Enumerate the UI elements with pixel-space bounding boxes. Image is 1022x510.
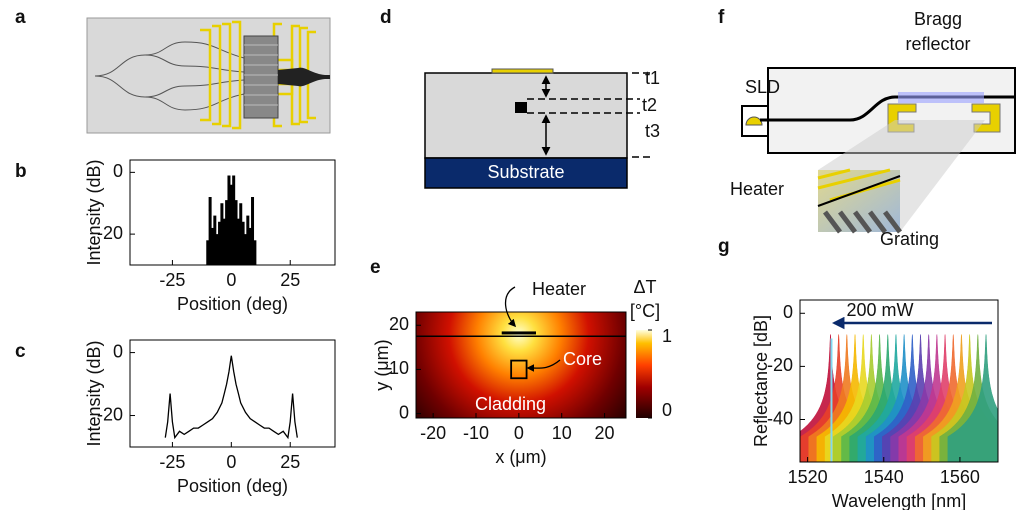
- panel-label: b: [15, 161, 27, 182]
- reflector-label: Bragg: [914, 9, 962, 29]
- x-tick-label: 0: [514, 423, 524, 443]
- colorbar-label: ΔT: [633, 277, 656, 297]
- x-tick-label: -25: [159, 452, 185, 472]
- y-axis-label: Intensity (dB): [84, 159, 104, 265]
- colorbar-tick-label: 1: [662, 326, 672, 346]
- heater-arrow: [504, 286, 517, 328]
- y-tick-label: 20: [389, 314, 409, 334]
- x-tick-label: -20: [420, 423, 446, 443]
- heater-label: Heater: [730, 179, 784, 199]
- reflector-label: reflector: [905, 34, 970, 54]
- heater-label: Heater: [532, 279, 586, 299]
- colorbar: [636, 330, 652, 418]
- panel-label: d: [380, 7, 392, 28]
- y-tick-label: 10: [389, 358, 409, 378]
- y-tick-label: 0: [113, 341, 123, 361]
- x-tick-label: 1520: [788, 467, 828, 487]
- cladding-label: Cladding: [475, 394, 546, 414]
- chart-spectra: 200 mW 1520 1540 1560 0 -20 -40 Wavelength [nm]…: [751, 299, 999, 510]
- panel-label: g: [718, 236, 730, 257]
- colorbar-tick-label: 0: [662, 400, 672, 420]
- x-tick-label: 20: [595, 423, 615, 443]
- reflection-peak: [947, 334, 998, 462]
- x-tick-label: 0: [226, 270, 236, 290]
- y-axis-label: y (μm): [372, 339, 392, 390]
- heatmap-field: [416, 312, 626, 418]
- x-tick-label: -25: [159, 270, 185, 290]
- plot-frame: [129, 339, 336, 448]
- heater: [501, 331, 536, 335]
- x-tick-label: 1540: [864, 467, 904, 487]
- device-diagram: SLD Bragg reflector Heater Grating: [730, 9, 1016, 249]
- line: [164, 355, 298, 440]
- heatmap: [416, 312, 626, 418]
- x-tick-label: 0: [226, 452, 236, 472]
- y-tick-label: -20: [97, 404, 123, 424]
- plot-frame: [129, 159, 336, 266]
- x-tick-label: -10: [463, 423, 489, 443]
- chip-diagram: [86, 17, 331, 134]
- x-tick-label: 10: [552, 423, 572, 443]
- thickness-label: t2: [642, 95, 657, 115]
- core-label: Core: [563, 349, 602, 369]
- y-tick-label: 0: [783, 302, 793, 322]
- chart-line: -25 0 25 0 -20 Position (deg) Intensity (dB): [84, 339, 336, 496]
- colorbar-label: [°C]: [630, 301, 660, 321]
- panel-label: a: [15, 7, 26, 28]
- x-tick-label: 25: [280, 270, 300, 290]
- plot-frame: [799, 299, 999, 463]
- panel-label: f: [718, 7, 725, 28]
- x-axis-label: Position (deg): [177, 476, 288, 496]
- x-tick-label: 25: [280, 452, 300, 472]
- x-axis-label: Wavelength [nm]: [832, 491, 966, 510]
- chart-stem: -25 0 25 0 -20 Position (deg) Intensity (dB): [84, 159, 336, 314]
- y-tick-label: -40: [767, 408, 793, 428]
- y-tick-label: -20: [97, 223, 123, 243]
- y-tick-label: 0: [113, 161, 123, 181]
- y-axis-label: Intensity (dB): [84, 340, 104, 446]
- panel-label: c: [15, 341, 26, 362]
- y-axis-label: Reflectance [dB]: [751, 315, 771, 447]
- thickness-label: t3: [645, 121, 660, 141]
- thickness-label: t1: [645, 68, 660, 88]
- y-tick-label: 0: [399, 402, 409, 422]
- spectra: [800, 334, 998, 462]
- plot-frame: [415, 311, 627, 419]
- grating-label: Grating: [880, 229, 939, 249]
- substrate-label: Substrate: [487, 162, 564, 182]
- y-tick-label: -20: [767, 355, 793, 375]
- x-axis-label: x (μm): [495, 447, 546, 467]
- sld-label: SLD: [745, 77, 780, 97]
- cross-section: Substrate t1 t2 t3: [424, 68, 660, 189]
- x-tick-label: 1560: [940, 467, 980, 487]
- tuning-label: 200 mW: [846, 300, 913, 320]
- panel-label: e: [370, 257, 381, 278]
- x-axis-label: Position (deg): [177, 294, 288, 314]
- chart-heatmap: Heater Core Cladding ΔT [°C] 0 1 -20 -10 0 10 20 0 10…: [372, 277, 672, 467]
- core-arrow: [526, 359, 561, 372]
